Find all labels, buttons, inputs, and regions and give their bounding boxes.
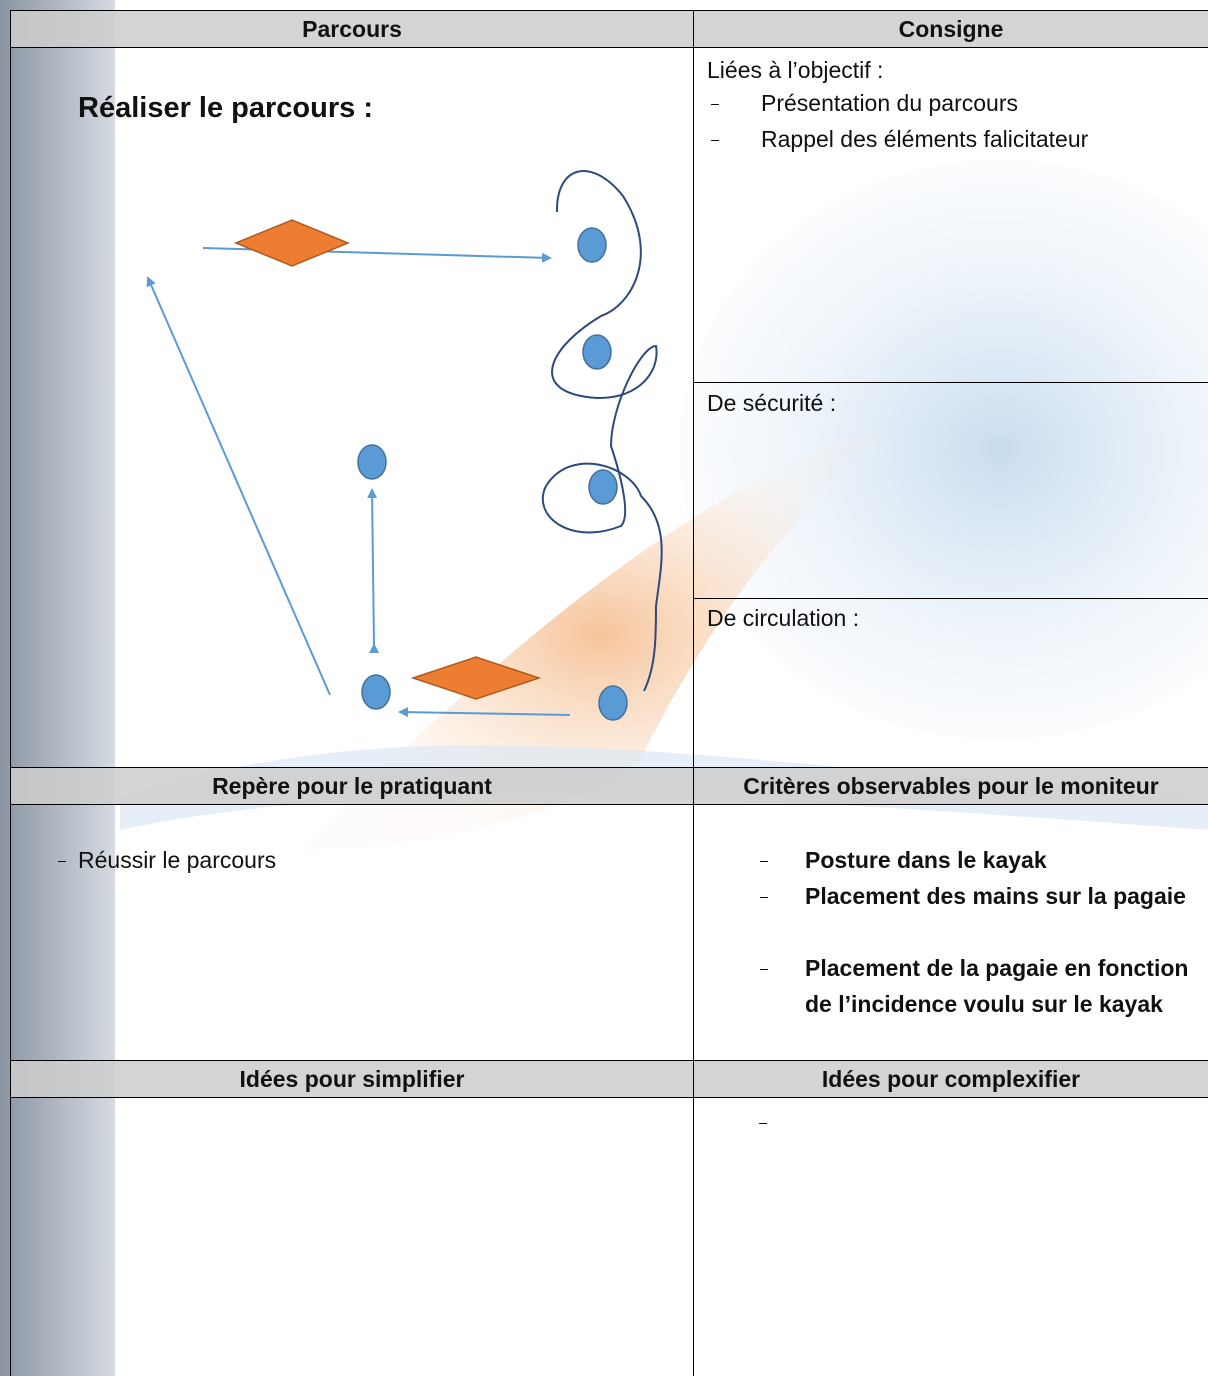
border (10, 10, 11, 1376)
bullet (711, 140, 719, 141)
gate-marker (410, 656, 542, 700)
list-item: Réussir le parcours (78, 847, 277, 873)
gate-marker (234, 219, 350, 267)
arrow (146, 276, 331, 696)
list-item: Posture dans le kayak (805, 847, 1047, 873)
side-strip (0, 0, 115, 1376)
border (10, 767, 1208, 768)
bullet (711, 104, 719, 105)
section-title: De circulation : (707, 605, 860, 631)
buoy (582, 334, 612, 370)
list-item: Présentation du parcours (761, 90, 1018, 116)
border (693, 598, 1208, 599)
buoy (577, 227, 607, 263)
border (10, 10, 1208, 11)
arrow (367, 488, 380, 654)
header-cell: Consigne (694, 11, 1208, 48)
list-item: Rappel des éléments falicitateur (761, 126, 1089, 152)
arrow (398, 707, 571, 718)
bullet (58, 861, 66, 862)
header-cell: Idées pour simplifier (11, 1061, 693, 1098)
buoy (361, 674, 391, 710)
logo-swoosh (300, 420, 900, 850)
logo-swoosh (680, 160, 1208, 740)
list-item: Placement des mains sur la pagaie (805, 883, 1186, 909)
border (10, 1060, 1208, 1061)
section-title: Liées à l’objectif : (707, 57, 884, 83)
parcours-title: Réaliser le parcours : (78, 92, 373, 124)
border (693, 382, 1208, 383)
header-cell: Idées pour complexifier (694, 1061, 1208, 1098)
bullet (760, 969, 768, 970)
trajectory (541, 170, 663, 692)
bullet (759, 1123, 767, 1124)
border (693, 10, 694, 1376)
section-title: De sécurité : (707, 390, 837, 416)
header-cell: Repère pour le pratiquant (11, 768, 693, 805)
header-cell: Parcours (11, 11, 693, 48)
header-cell: Critères observables pour le moniteur (694, 768, 1208, 805)
bullet (760, 861, 768, 862)
list-item: Placement de la pagaie en fonction de l’… (805, 955, 1189, 1017)
buoy (357, 444, 387, 480)
bullet (760, 897, 768, 898)
buoy (598, 685, 628, 721)
buoy (588, 469, 618, 505)
course-diagram (146, 170, 663, 721)
